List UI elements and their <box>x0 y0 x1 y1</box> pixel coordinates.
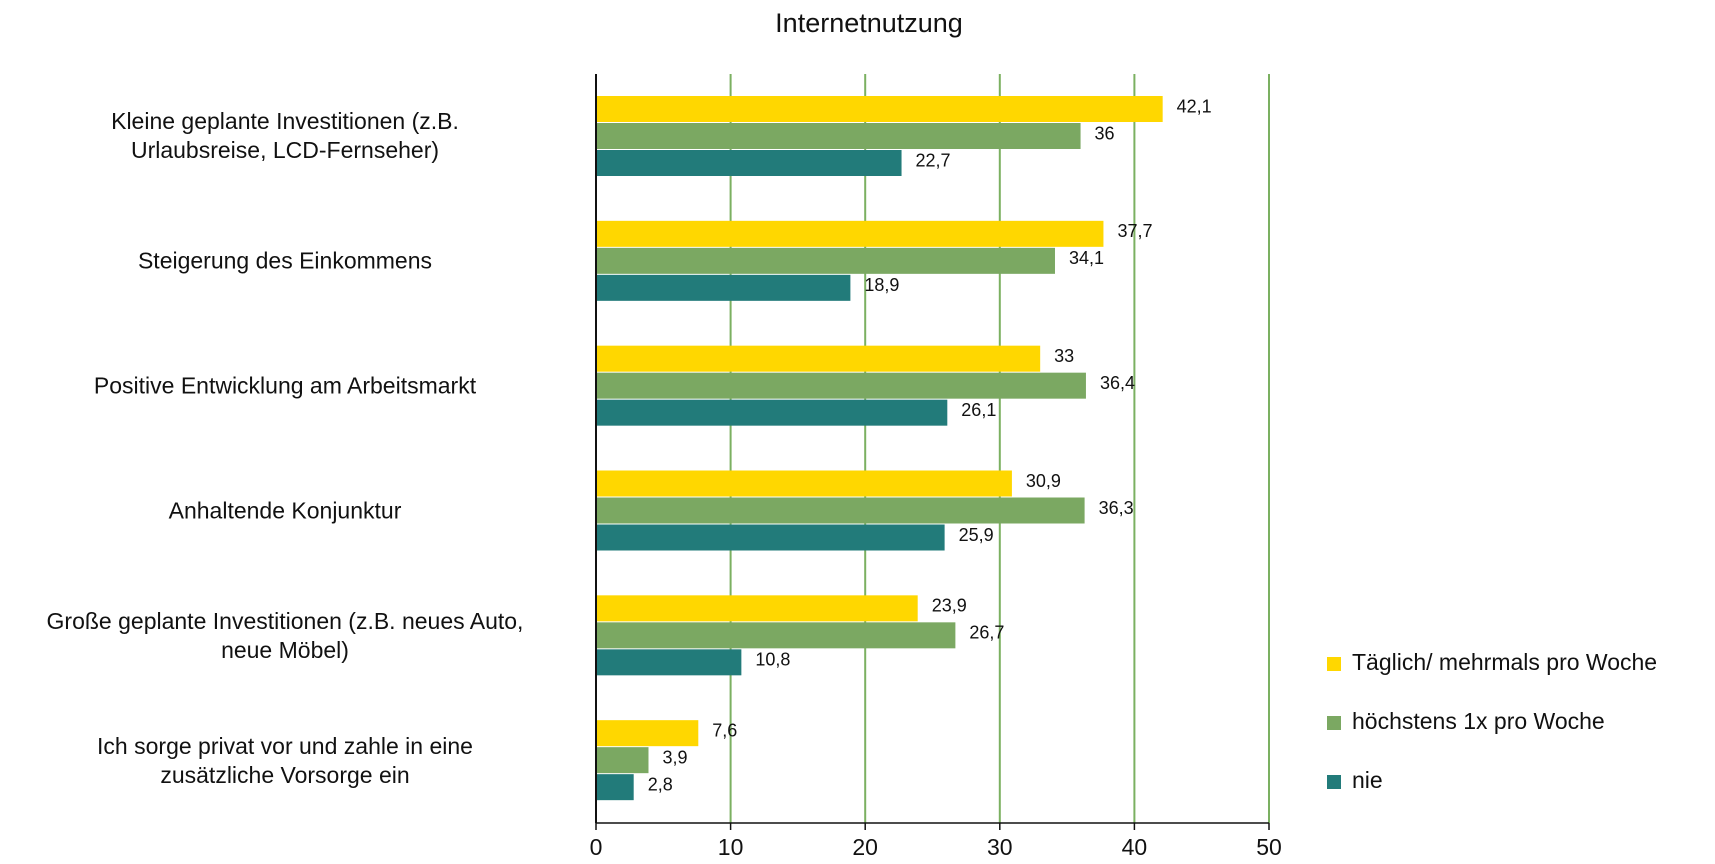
bar <box>596 345 1041 372</box>
bar <box>596 720 699 747</box>
x-tick-label: 30 <box>987 834 1013 860</box>
bar <box>596 123 1081 149</box>
data-label: 26,1 <box>961 400 996 420</box>
data-label: 7,6 <box>712 720 737 740</box>
y-tick-label: Steigerung des Einkommens <box>137 247 433 274</box>
legend-label: höchstens 1x pro Woche <box>1352 708 1605 734</box>
bar <box>596 497 1085 524</box>
data-label: 36,3 <box>1099 498 1134 518</box>
bar <box>596 372 1086 399</box>
x-tick-label: 10 <box>718 834 744 860</box>
y-tick-label: Kleine geplante Investitionen (z.B. Urla… <box>111 108 459 164</box>
y-tick-label: Anhaltende Konjunktur <box>168 497 402 524</box>
legend-label: nie <box>1352 767 1383 793</box>
data-label: 33 <box>1054 346 1074 366</box>
data-label: 18,9 <box>864 275 899 295</box>
bar <box>596 399 948 426</box>
bar <box>596 649 742 676</box>
data-label: 25,9 <box>959 525 994 545</box>
chart-title: Internetnutzung <box>775 8 963 38</box>
bar <box>596 595 918 622</box>
bar <box>596 774 634 801</box>
y-tick-label: Ich sorge privat vor und zahle in eine z… <box>97 732 473 788</box>
data-label: 2,8 <box>648 774 673 794</box>
data-label: 30,9 <box>1026 471 1061 491</box>
x-tick-label: 40 <box>1122 834 1148 860</box>
data-label: 42,1 <box>1177 96 1212 116</box>
y-tick-label: Positive Entwicklung am Arbeitsmarkt <box>93 372 477 399</box>
data-label: 22,7 <box>916 150 951 170</box>
data-label: 34,1 <box>1069 248 1104 268</box>
data-label: 26,7 <box>969 623 1004 643</box>
bar <box>596 220 1104 247</box>
bar <box>596 247 1055 274</box>
data-label: 36 <box>1095 123 1115 143</box>
y-tick-label: Große geplante Investitionen (z.B. neues… <box>46 607 524 663</box>
bar <box>596 274 851 301</box>
legend-swatch <box>1327 775 1341 789</box>
data-label: 37,7 <box>1117 221 1152 241</box>
bar <box>596 150 902 176</box>
bar <box>596 622 956 649</box>
data-label: 10,8 <box>755 650 790 670</box>
legend-swatch <box>1327 716 1341 730</box>
data-label: 23,9 <box>932 596 967 616</box>
bar <box>596 524 945 551</box>
data-label: 3,9 <box>662 747 687 767</box>
bar <box>596 470 1012 497</box>
legend-label: Täglich/ mehrmals pro Woche <box>1352 649 1657 675</box>
bar <box>596 96 1163 122</box>
x-tick-label: 20 <box>852 834 878 860</box>
legend-swatch <box>1327 657 1341 671</box>
x-tick-label: 0 <box>590 834 603 860</box>
bar <box>596 747 649 774</box>
data-label: 36,4 <box>1100 373 1135 393</box>
x-tick-label: 50 <box>1256 834 1282 860</box>
